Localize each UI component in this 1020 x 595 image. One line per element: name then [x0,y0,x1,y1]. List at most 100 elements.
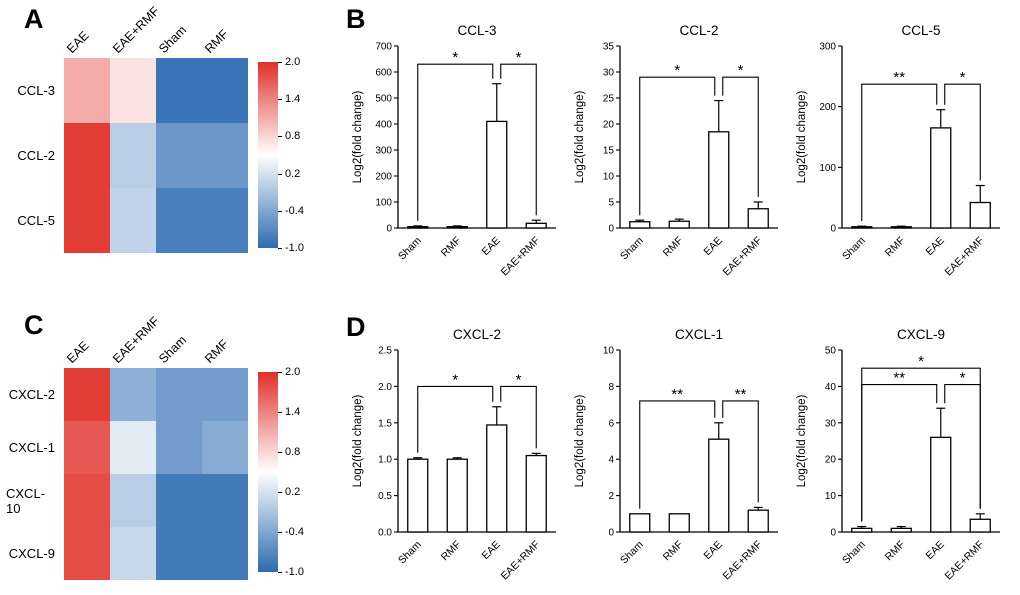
y-tick-label: 0 [386,224,392,235]
bar-eae [708,131,730,229]
heatmap-cell [110,123,156,188]
colorbar-tick-mark [278,412,282,413]
y-tick-label: 2.5 [378,346,392,357]
colorbar-tick-label: -1.0 [285,566,304,578]
heatmap-col-label: EAE [64,6,110,58]
y-axis-label: Log2(fold change) [574,90,586,183]
x-category-label: Sham [396,538,424,566]
heatmap-cxcl-chemokines: EAE EAE+RMF Sham RMF CXCL-2 CXCL-1 CXCL-10 CXCL… [6,314,248,580]
significance-bracket [861,83,938,222]
y-tick-label: 15 [603,146,615,157]
colorbar-tick-label: 1.4 [285,93,301,106]
y-tick-label: 400 [375,120,392,131]
heatmap-col-label: Sham [156,6,202,58]
chart-title: CCL-3 [457,23,496,38]
y-tick-label: 35 [603,42,615,53]
bar-chart-ccl-3: CCL-3 0 100 200 300 400 500 600 700 Log2(fold cha… [352,23,556,279]
heatmap-row-label: CCL-5 [17,213,55,228]
x-category-label: EAE [924,235,947,258]
y-tick-label: 50 [825,346,837,357]
heatmap-cell [202,421,248,474]
bar-eae+rmf [747,208,769,229]
heatmap-row-label: CCL-3 [17,83,55,98]
heatmap-col-label: EAE+RMF [110,314,162,368]
y-tick-label: 300 [819,42,836,53]
heatmap-col-label: Sham [156,316,202,368]
heatmap-ccl-chemokines: EAE EAE+RMF Sham RMF CCL-3 CCL-2 CCL-5 [6,4,248,253]
significance-label: * [674,62,680,79]
heatmap-cell [202,527,248,580]
y-tick-label: 0 [608,528,614,539]
heatmap-col-label-text: EAE [64,28,92,56]
heatmap-col-label-text: RMF [202,26,232,56]
x-category-label: EAE+RMF [499,235,543,279]
chart-title: CXCL-9 [897,327,945,342]
heatmap-col-label-text: EAE+RMF [110,314,162,366]
y-tick-label: 10 [603,172,615,183]
chart-title: CXCL-2 [453,327,501,342]
bar-chart-cxcl-9: CXCL-9 0 10 20 30 40 50 Log2(fold change) Sham RM… [796,327,1000,583]
heatmap-cell [156,58,202,123]
y-tick-label: 300 [375,146,392,157]
heatmap-col-label: RMF [202,316,248,368]
chart-title: CCL-2 [679,23,718,38]
axes [619,46,778,229]
heatmap-cell [156,474,202,527]
panel-label-d: D [346,312,366,342]
x-category-label: RMF [439,539,464,564]
axes [841,46,1000,229]
chart-title: CXCL-1 [675,327,723,342]
bar-eae+rmf [969,201,991,229]
bar-eae [930,436,952,533]
bar-chart-cxcl-2: CXCL-2 0.0 0.5 1.0 1.5 2.0 2.5 Log2(fold change… [352,327,556,582]
significance-bracket [500,63,537,216]
x-category-label: RMF [661,539,686,564]
bar-rmf [890,527,912,533]
heatmap-cell [110,474,156,527]
heatmap-col-label: RMF [202,6,248,58]
y-tick-label: 100 [375,198,392,209]
x-category-label: EAE [702,539,725,562]
axes [619,350,778,533]
significance-label: * [960,69,966,86]
colorbar-a: 2.0 1.4 0.8 0.2 -0.4 -1.0 [258,56,318,254]
bar-eae+rmf [525,222,547,229]
heatmap-cell [110,527,156,580]
heatmap-cell [156,368,202,421]
significance-label: * [918,353,924,370]
colorbar-tick-mark [278,452,282,453]
y-tick-label: 20 [825,455,837,466]
heatmap-row-label: CXCL-1 [8,440,55,455]
bar-eae [486,120,508,229]
colorbar-tick-mark [278,532,282,533]
colorbar-tick-mark [278,492,282,493]
bar-sham [851,226,873,229]
significance-label: * [738,62,744,79]
heatmap-cell [202,474,248,527]
x-category-label: EAE+RMF [943,539,987,583]
colorbar-tick-mark [278,572,282,573]
y-tick-label: 30 [603,68,615,79]
heatmap-cell [202,58,248,123]
heatmap-col-label-text: Sham [156,333,190,366]
bar-eae+rmf [969,518,991,533]
colorbar-tick-label: -0.4 [285,204,304,217]
bar-eae+rmf [525,454,547,533]
heatmap-grid: EAE EAE+RMF Sham RMF CXCL-2 CXCL-1 CXCL-10 CXCL… [6,314,248,580]
significance-label: ** [893,69,905,86]
heatmap-cell [64,474,110,527]
colorbar-tick-label: 0.8 [285,130,301,143]
significance-bracket [861,367,981,522]
y-tick-label: 20 [603,120,615,131]
chart-title: CCL-5 [901,23,940,38]
significance-label: * [452,49,458,66]
significance-bracket [944,384,981,509]
y-tick-label: 10 [603,346,615,357]
x-category-label: EAE [924,539,947,562]
colorbar-tick-label: 1.4 [285,406,301,418]
colorbar-tick-label: 0.8 [285,446,301,458]
bar-sham [407,226,429,229]
significance-bracket [417,63,494,221]
x-category-label: RMF [439,235,464,260]
heatmap-cell [110,58,156,123]
